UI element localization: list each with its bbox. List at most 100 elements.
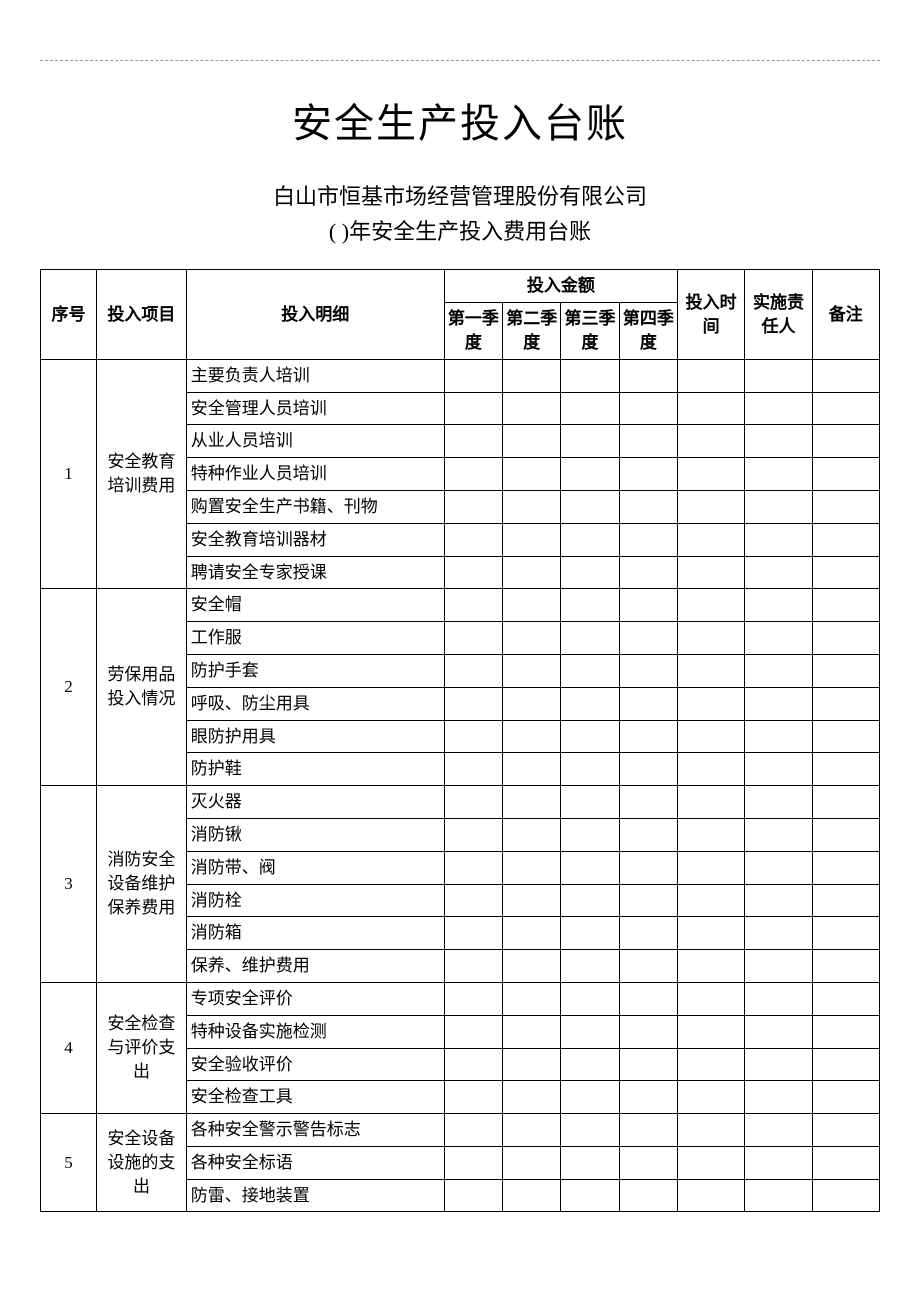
cell-detail: 从业人员培训 [186,425,444,458]
cell-remark [812,851,879,884]
cell-detail: 安全管理人员培训 [186,392,444,425]
cell-q2 [503,1015,561,1048]
cell-q2 [503,425,561,458]
cell-detail: 保养、维护费用 [186,950,444,983]
cell-time [678,1015,745,1048]
cell-detail: 安全检查工具 [186,1081,444,1114]
cell-q4 [619,523,677,556]
cell-q2 [503,786,561,819]
cell-remark [812,458,879,491]
cell-q2 [503,884,561,917]
cell-remark [812,654,879,687]
cell-remark [812,1081,879,1114]
cell-time [678,786,745,819]
cell-remark [812,687,879,720]
cell-q2 [503,1048,561,1081]
cell-remark [812,523,879,556]
cell-remark [812,982,879,1015]
cell-person [745,753,812,786]
cell-detail: 特种设备实施检测 [186,1015,444,1048]
table-row: 5安全设备设施的支出各种安全警示警告标志 [41,1114,880,1147]
cell-q1 [444,753,502,786]
cell-time [678,589,745,622]
cell-q3 [561,786,619,819]
cell-q2 [503,392,561,425]
cell-detail: 消防锹 [186,818,444,851]
cell-q2 [503,753,561,786]
table-row: 3消防安全设备维护保养费用灭火器 [41,786,880,819]
cell-remark [812,950,879,983]
cell-q4 [619,851,677,884]
header-q1: 第一季度 [444,303,502,360]
cell-q4 [619,917,677,950]
cell-q1 [444,1114,502,1147]
cell-q1 [444,917,502,950]
cell-q2 [503,622,561,655]
subtitle-line2: ( )年安全生产投入费用台账 [40,214,880,249]
cell-time [678,1114,745,1147]
cell-q4 [619,687,677,720]
cell-q2 [503,917,561,950]
subtitle-line1: 白山市恒基市场经营管理股份有限公司 [40,179,880,214]
cell-q3 [561,917,619,950]
cell-seq: 3 [41,786,97,983]
cell-q1 [444,1015,502,1048]
cell-q4 [619,556,677,589]
cell-q2 [503,654,561,687]
cell-detail: 各种安全标语 [186,1146,444,1179]
cell-q4 [619,458,677,491]
cell-q4 [619,392,677,425]
cell-person [745,687,812,720]
cell-detail: 聘请安全专家授课 [186,556,444,589]
header-remark: 备注 [812,270,879,359]
cell-q2 [503,687,561,720]
header-q3: 第三季度 [561,303,619,360]
cell-person [745,458,812,491]
cell-q3 [561,982,619,1015]
cell-q1 [444,392,502,425]
cell-person [745,589,812,622]
cell-q3 [561,950,619,983]
cell-q2 [503,589,561,622]
cell-person [745,654,812,687]
cell-q3 [561,1081,619,1114]
top-divider [40,60,880,61]
cell-q1 [444,1179,502,1212]
cell-q4 [619,1048,677,1081]
cell-time [678,490,745,523]
header-q2: 第二季度 [503,303,561,360]
header-q4: 第四季度 [619,303,677,360]
cell-q1 [444,359,502,392]
cell-q2 [503,818,561,851]
cell-q1 [444,884,502,917]
cell-q4 [619,786,677,819]
cell-time [678,556,745,589]
cell-detail: 消防带、阀 [186,851,444,884]
cell-q2 [503,982,561,1015]
cell-q3 [561,687,619,720]
cell-q3 [561,523,619,556]
cell-q1 [444,1146,502,1179]
ledger-table: 序号 投入项目 投入明细 投入金额 投入时间 实施责任人 备注 第一季度 第二季… [40,269,880,1212]
cell-person [745,818,812,851]
main-title: 安全生产投入台账 [40,91,880,149]
cell-remark [812,425,879,458]
header-amount-group: 投入金额 [444,270,677,303]
cell-q4 [619,490,677,523]
cell-detail: 防护鞋 [186,753,444,786]
cell-q4 [619,1146,677,1179]
cell-q2 [503,458,561,491]
cell-person [745,851,812,884]
cell-time [678,851,745,884]
cell-q1 [444,556,502,589]
cell-person [745,392,812,425]
cell-detail: 眼防护用具 [186,720,444,753]
subtitle-block: 白山市恒基市场经营管理股份有限公司 ( )年安全生产投入费用台账 [40,179,880,249]
cell-q2 [503,359,561,392]
table-body: 1安全教育培训费用主要负责人培训安全管理人员培训从业人员培训特种作业人员培训购置… [41,359,880,1212]
cell-q4 [619,1015,677,1048]
cell-remark [812,1048,879,1081]
cell-person [745,917,812,950]
cell-q4 [619,1114,677,1147]
cell-q2 [503,490,561,523]
